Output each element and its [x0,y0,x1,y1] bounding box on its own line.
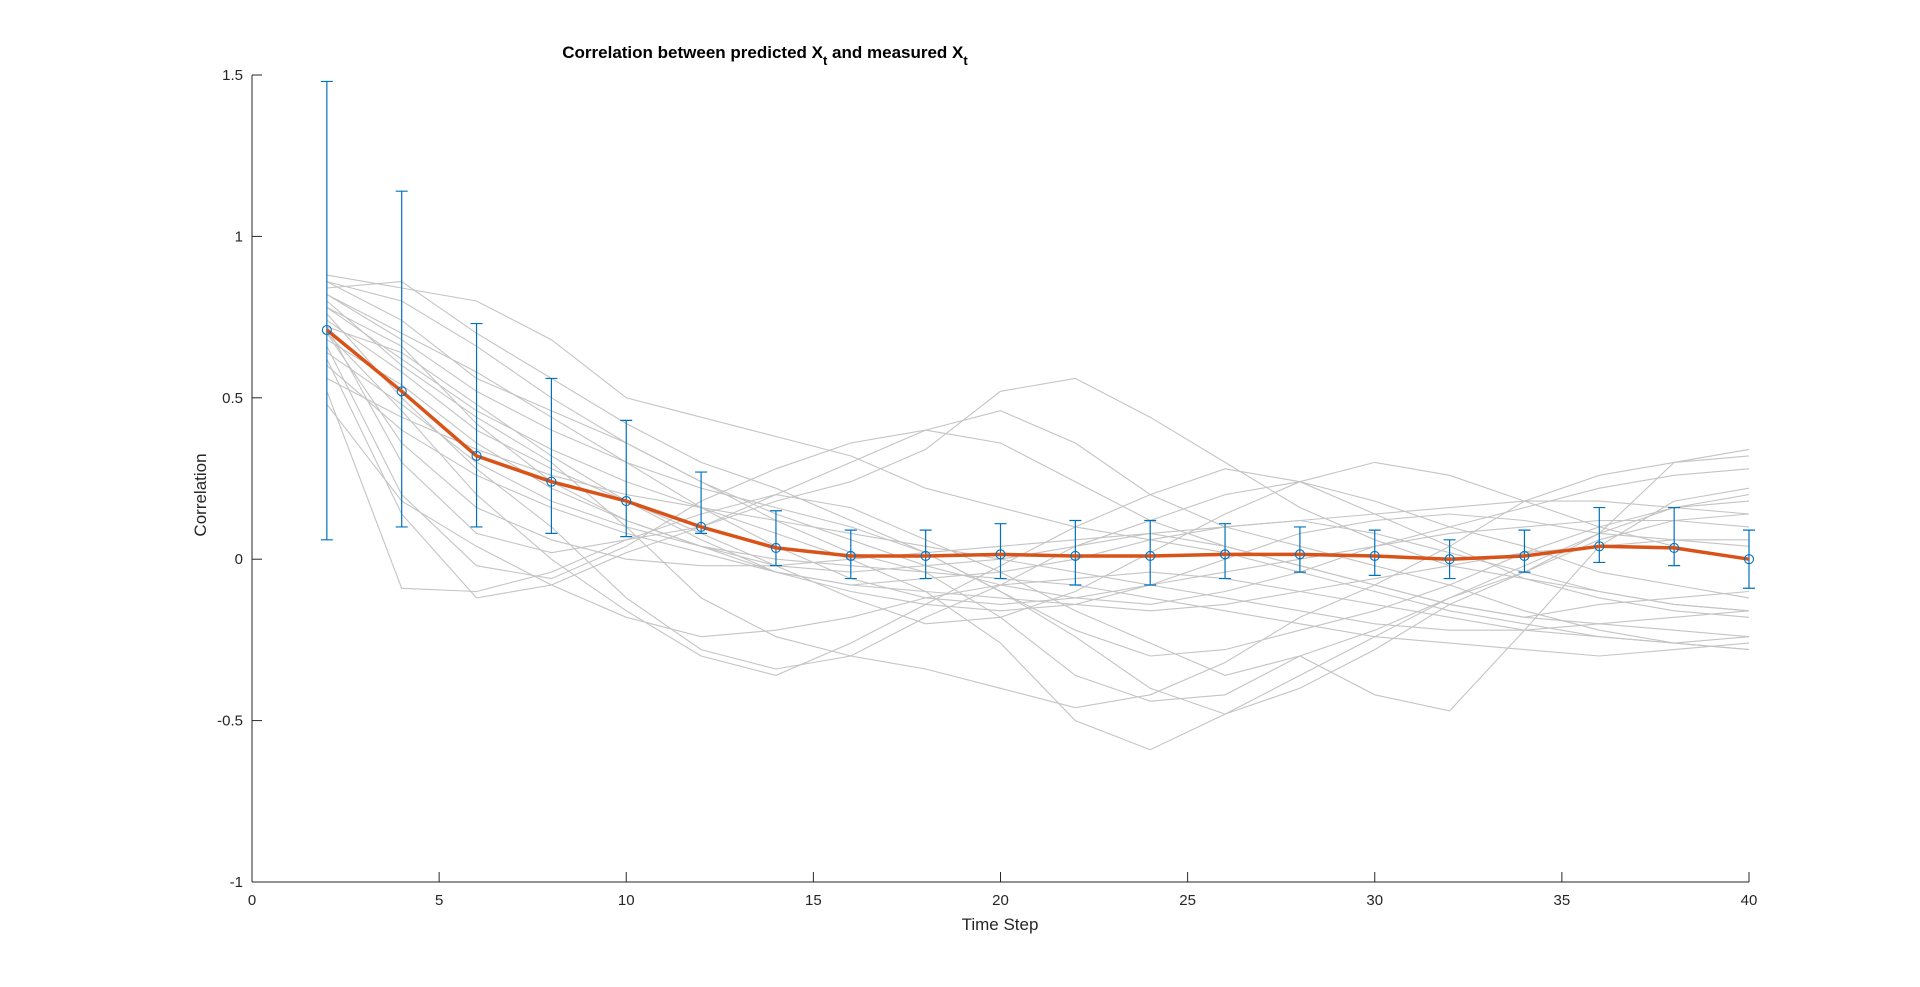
mean-marker-16 [845,550,856,562]
mean-marker-12 [696,521,707,532]
error-bar-8 [545,377,558,534]
individual-series-line-13 [326,319,1750,625]
mean-marker-18 [920,550,931,562]
x-axis-label: Time Step [962,915,1039,934]
x-tick-label-0: 0 [248,892,256,909]
y-tick-label-0.5: 0.5 [222,390,243,407]
mean-marker-20 [995,549,1006,560]
y-ticks-group: -1 -0.5 0 0.5 1 1.5 [217,67,262,891]
mean-markers-group [321,324,1755,565]
mean-marker-38 [1669,542,1680,553]
error-bar-22 [1069,519,1082,586]
mean-marker-6 [471,450,482,461]
mean-marker-36 [1594,541,1605,552]
error-bar-38 [1668,506,1681,567]
y-axis-label: Correlation [191,453,210,536]
error-bar-12 [695,471,708,534]
individual-series-line-23 [326,403,1750,651]
mean-marker-14 [770,542,782,553]
individual-series-line-10 [326,332,1750,676]
error-bar-2 [320,80,333,541]
mean-marker-34 [1519,550,1530,562]
x-tick-label-20: 20 [992,892,1009,909]
error-bar-24 [1144,519,1157,586]
x-tick-label-30: 30 [1366,892,1383,909]
error-bars-group [320,80,1755,589]
axes: 0 5 10 15 20 25 30 35 40 -1 -0.5 0 0.5 1 1.5 [217,67,1757,909]
y-tick-label--0.5: -0.5 [217,713,243,730]
error-bar-10 [620,419,633,538]
mean-marker-8 [546,476,557,487]
chart-title: Correlation between predicted Xt and mea… [562,43,968,68]
individual-series-line-7 [326,358,1750,612]
chart-title-main: Correlation between predicted X [562,43,823,62]
individual-series-line-21 [326,332,1750,567]
mean-marker-4 [396,386,407,397]
chart-title-sub2: t [963,53,968,68]
error-bar-4 [395,190,408,528]
chart-title-middle: and measured X [827,43,964,62]
individual-series-line-20 [326,306,1750,638]
y-tick-label-1.5: 1.5 [222,67,243,84]
error-bar-30 [1368,529,1381,576]
mean-marker-2 [321,324,332,336]
mean-marker-26 [1220,549,1231,560]
individual-series-line-12 [326,306,1750,751]
x-tick-label-25: 25 [1179,892,1196,909]
mean-marker-30 [1369,550,1380,562]
individual-series-line-11 [326,294,1750,715]
error-bar-20 [994,523,1007,580]
mean-marker-22 [1070,550,1081,562]
chart-title-sub1: t [823,53,828,68]
x-tick-label-5: 5 [435,892,443,909]
x-tick-label-10: 10 [618,892,635,909]
mean-marker-10 [621,496,632,507]
error-bar-6 [470,322,483,528]
individual-series-line-22 [326,281,1750,605]
x-tick-label-35: 35 [1554,892,1571,909]
individual-series-line-17 [326,326,1749,612]
mean-marker-32 [1444,554,1455,565]
error-bar-36 [1593,506,1606,564]
mean-marker-40 [1743,554,1755,565]
y-tick-label-1: 1 [235,228,243,245]
x-ticks-group: 0 5 10 15 20 25 30 35 40 [248,872,1758,909]
x-tick-label-40: 40 [1741,892,1758,909]
x-tick-label-15: 15 [805,892,822,909]
individual-series-line-4 [326,326,1750,644]
y-tick-label--1: -1 [230,874,243,891]
error-bar-14 [769,510,782,567]
y-tick-label-0: 0 [235,551,243,568]
individual-series-line-18 [326,294,1750,605]
individual-series-line-5 [326,300,1750,709]
mean-line [325,328,1750,561]
mean-marker-24 [1145,550,1156,562]
individual-series-line-1 [326,274,1750,651]
error-bar-26 [1219,523,1232,580]
mean-marker-28 [1294,549,1305,560]
individual-series-line-16 [326,377,1750,631]
